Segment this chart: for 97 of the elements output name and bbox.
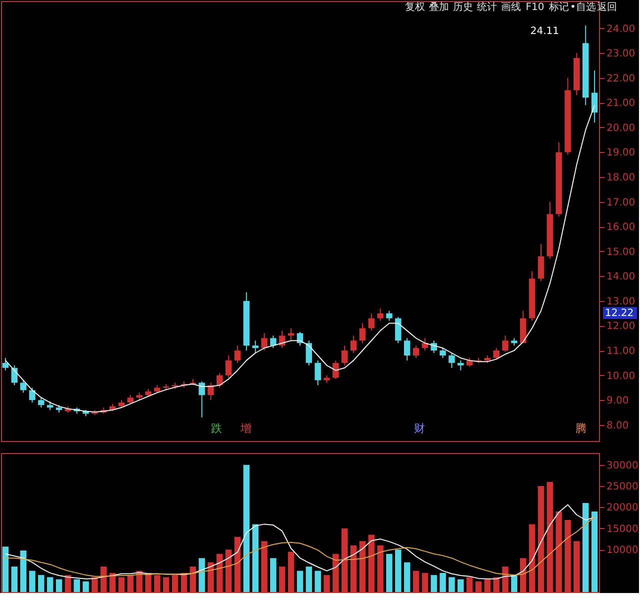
annotation: 跌 [210,422,222,435]
y-tick-label: 30000 [606,460,638,472]
bar [252,524,258,592]
bar [430,575,438,592]
candlestick [332,360,339,380]
candlestick [252,340,258,354]
candlestick [342,345,348,366]
bar [20,550,26,592]
bar [82,581,89,592]
y-tick-label: 11.00 [606,346,636,358]
y-tick-label: 19.00 [606,148,636,159]
candlestick [20,380,26,394]
bar [458,579,464,592]
candlestick [412,345,420,358]
bar [582,503,589,592]
candlestick [538,243,544,282]
candlestick [359,322,366,344]
bar [404,562,410,592]
annotation: 标记 [548,1,569,13]
text: 12.22 [605,308,634,319]
bar [306,566,312,592]
candlestick [208,382,214,401]
y-tick-label: 14.00 [606,272,636,283]
annotation: •自选 [570,1,596,13]
candlestick [458,360,464,371]
annotation: 增 [240,422,252,435]
annotation: 24.11 [530,26,559,37]
bar [296,570,304,592]
candlestick [448,352,455,368]
candlestick [404,338,410,361]
y-tick-label: 20.00 [606,122,636,134]
y-tick-label: 17.00 [606,197,636,208]
bar [29,570,36,592]
candlestick [350,335,357,354]
y-tick-label: 21.00 [606,98,636,110]
y-tick-label: 15.00 [606,246,636,258]
candlestick [198,381,205,418]
y-tick-label: 22.00 [606,73,636,84]
bar [46,577,54,592]
bar [395,550,402,592]
candlestick [38,397,44,408]
candlestick [493,348,500,360]
annotation: 财 [414,422,426,435]
bar [591,511,598,592]
y-tick-label: 12.00 [606,321,636,332]
candlestick [395,316,402,344]
bar [314,570,321,592]
candlestick [2,357,9,371]
candlestick [288,328,294,342]
y-tick-label: 10000 [606,545,638,556]
candlestick [502,335,508,352]
y-tick-label: 13.00 [606,296,636,308]
line-series [4,516,596,577]
annotation: 统计 [477,1,497,13]
candlestick [368,312,375,332]
annotation: 腾 [576,422,587,435]
candlestick [440,348,446,358]
candlestick [306,340,312,366]
annotation: 历史 [453,1,473,13]
line-series [4,504,596,580]
y-tick-label: 25000 [606,482,638,493]
bar [386,554,392,592]
candlestick [591,70,598,123]
candlestick [234,345,241,364]
candlestick [314,360,321,386]
y-tick-label: 10.00 [606,370,636,382]
candlestick [270,335,276,349]
candlestick [377,308,384,322]
bar [11,566,18,592]
y-tick-label: 15000 [606,524,638,535]
y-tick-label: 18.00 [606,172,636,184]
y-tick-label: 8.00 [606,420,629,432]
bar [243,464,250,592]
annotation: 复权 [405,1,425,13]
bar [440,572,446,592]
bar [38,575,44,592]
bar [448,577,455,592]
candlestick [386,310,392,322]
candlestick [216,372,223,388]
y-tick-label: 16.00 [606,222,636,234]
annotation: F10 [526,2,544,13]
bar [198,558,205,592]
candlestick [279,330,286,349]
bar [270,558,276,592]
candlestick [29,387,36,404]
y-tick-label: 20000 [606,502,638,514]
candlestick [225,354,232,378]
annotation: 画线 [501,1,521,13]
candlestick [261,332,268,352]
bar [511,575,518,592]
bar [2,546,9,592]
y-tick-label: 23.00 [606,48,636,60]
annotation: 叠加 [429,1,449,13]
y-tick-label: 9.00 [606,396,629,407]
y-tick-label: 24.00 [606,24,636,35]
bar [74,579,80,592]
bar [56,579,62,592]
